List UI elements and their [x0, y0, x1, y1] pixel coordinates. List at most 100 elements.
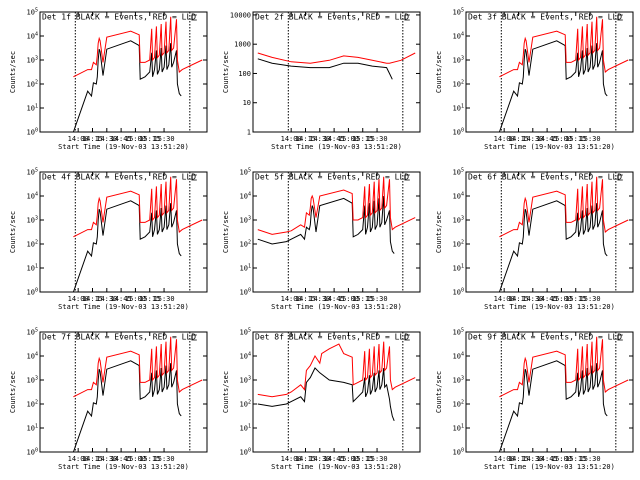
y-tick-label: 101: [453, 104, 464, 113]
y-tick-label: 100: [27, 288, 38, 297]
bracket-marker: [191, 334, 197, 341]
x-tick-label: 14:00: [68, 295, 89, 303]
series-line-lld: [257, 341, 416, 398]
x-axis-label: Start Time (19-Nov-03 13:51:20): [271, 303, 402, 311]
x-tick-label: 15:15: [565, 135, 586, 143]
x-axis-label: Start Time (19-Nov-03 13:51:20): [58, 143, 189, 151]
series-line-events: [257, 58, 393, 80]
x-tick-label: 14:45: [111, 135, 132, 143]
y-tick-label: 1000: [234, 41, 251, 49]
x-axis-label: Start Time (19-Nov-03 13:51:20): [484, 463, 615, 471]
x-tick-label: 14:45: [111, 455, 132, 463]
chart-panel: Det 7f BLACK = Events, RED = LLD14:0014:…: [9, 328, 208, 471]
chart-title: Det 6f BLACK = Events, RED = LLD: [468, 173, 622, 182]
plot-frame: [39, 331, 208, 453]
x-tick-label: 14:45: [537, 455, 558, 463]
chart-title: Det 4f BLACK = Events, RED = LLD: [42, 173, 196, 182]
series-line-lld: [73, 336, 203, 398]
x-tick-label: 14:00: [494, 135, 515, 143]
y-tick-label: 100: [27, 448, 38, 457]
x-tick-label: 14:15: [508, 135, 529, 143]
y-tick-label: 104: [453, 352, 464, 361]
x-tick-label: 14:00: [494, 455, 515, 463]
series-line-lld: [499, 176, 629, 238]
x-tick-label: 14:30: [309, 455, 330, 463]
y-tick-label: 101: [453, 264, 464, 273]
x-tick-label: 14:15: [295, 135, 316, 143]
y-tick-label: 105: [453, 168, 464, 177]
x-axis-label: Start Time (19-Nov-03 13:51:20): [58, 463, 189, 471]
y-tick-label: 103: [453, 56, 464, 65]
x-tick-label: 15:30: [154, 295, 175, 303]
y-axis-label: Counts/sec: [9, 371, 17, 413]
x-tick-label: 15:30: [367, 455, 388, 463]
bracket-marker: [404, 174, 410, 181]
x-tick-label: 14:45: [324, 455, 345, 463]
chart-title: Det 7f BLACK = Events, RED = LLD: [42, 333, 196, 342]
y-tick-label: 104: [453, 32, 464, 41]
x-tick-label: 15:15: [139, 135, 160, 143]
bracket-marker: [617, 174, 623, 181]
x-tick-label: 15:00: [125, 135, 146, 143]
y-axis-label: Counts/sec: [9, 51, 17, 93]
x-tick-label: 14:00: [68, 135, 89, 143]
y-tick-label: 105: [27, 8, 38, 17]
bracket-marker: [404, 334, 410, 341]
x-tick-label: 14:30: [309, 295, 330, 303]
series-line-lld: [257, 176, 416, 235]
chart-panel: Det 6f BLACK = Events, RED = LLD14:0014:…: [435, 168, 634, 311]
y-tick-label: 104: [27, 32, 38, 41]
y-tick-label: 102: [240, 240, 251, 249]
plot-frame: [465, 11, 634, 133]
y-tick-label: 100: [238, 70, 251, 78]
x-tick-label: 14:15: [82, 455, 103, 463]
y-tick-label: 103: [240, 376, 251, 385]
y-tick-label: 103: [27, 376, 38, 385]
x-tick-label: 14:15: [82, 295, 103, 303]
y-tick-label: 102: [453, 240, 464, 249]
chart-panel: Det 9f BLACK = Events, RED = LLD14:0014:…: [435, 328, 634, 471]
x-tick-label: 15:30: [580, 135, 601, 143]
series-line-events: [72, 360, 182, 452]
plot-frame: [252, 171, 421, 293]
chart-panel: Det 5f BLACK = Events, RED = LLD14:0014:…: [222, 168, 421, 311]
x-tick-label: 15:00: [551, 455, 572, 463]
y-axis-label: Counts/sec: [435, 371, 443, 413]
x-tick-label: 15:15: [352, 455, 373, 463]
y-tick-label: 105: [240, 168, 251, 177]
series-line-lld: [499, 16, 629, 78]
y-tick-label: 101: [27, 104, 38, 113]
series-line-events: [498, 40, 608, 132]
y-tick-label: 104: [27, 192, 38, 201]
y-tick-label: 104: [240, 352, 251, 361]
y-tick-label: 100: [453, 128, 464, 137]
y-tick-label: 10000: [230, 11, 251, 19]
plot-frame: [252, 331, 421, 453]
chart-panel: Det 8f BLACK = Events, RED = LLD14:0014:…: [222, 328, 421, 471]
y-tick-label: 100: [240, 448, 251, 457]
y-tick-label: 10: [243, 99, 251, 107]
series-line-events: [72, 200, 182, 292]
x-tick-label: 15:30: [580, 295, 601, 303]
y-tick-label: 103: [27, 216, 38, 225]
y-tick-label: 103: [453, 376, 464, 385]
bracket-marker: [191, 14, 197, 21]
series-line-lld: [73, 176, 203, 238]
series-line-lld: [499, 336, 629, 398]
x-axis-label: Start Time (19-Nov-03 13:51:20): [271, 463, 402, 471]
x-tick-label: 14:00: [68, 455, 89, 463]
x-axis-label: Start Time (19-Nov-03 13:51:20): [484, 303, 615, 311]
chart-panel: Det 3f BLACK = Events, RED = LLD 14:0014:…: [435, 8, 634, 151]
y-tick-label: 101: [240, 424, 251, 433]
x-tick-label: 15:00: [125, 455, 146, 463]
chart-title: Det 1f BLACK = Events, RED = LLD: [42, 13, 196, 22]
y-axis-label: Counts/sec: [9, 211, 17, 253]
x-tick-label: 14:15: [295, 295, 316, 303]
x-tick-label: 15:30: [367, 295, 388, 303]
chart-title: Det 3f BLACK = Events, RED = LLD: [468, 13, 622, 22]
plot-frame: [252, 11, 421, 133]
y-tick-label: 102: [27, 240, 38, 249]
x-tick-label: 15:15: [352, 295, 373, 303]
y-tick-label: 102: [27, 80, 38, 89]
y-axis-label: Counts/sec: [222, 371, 230, 413]
